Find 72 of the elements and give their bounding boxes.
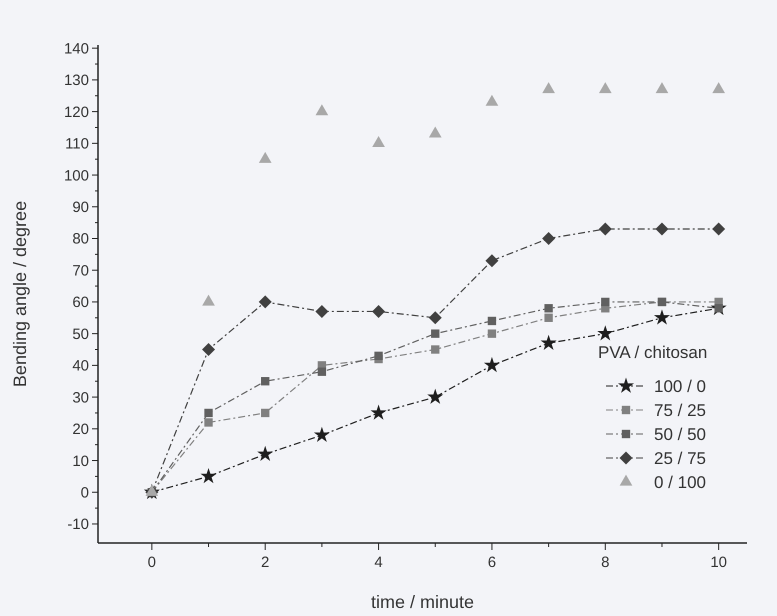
legend-label: 0 / 100 xyxy=(654,472,706,492)
point xyxy=(257,446,274,462)
point xyxy=(598,222,612,236)
point xyxy=(540,334,557,350)
point xyxy=(200,468,217,484)
point xyxy=(261,377,270,386)
point xyxy=(544,304,553,312)
y-axis-title: Bending angle / degree xyxy=(10,200,30,388)
y-tick-label: 140 xyxy=(64,40,89,58)
point xyxy=(372,304,386,318)
x-tick-label: 6 xyxy=(488,554,496,571)
point xyxy=(372,136,385,147)
point xyxy=(428,311,442,324)
x-tick-label: 2 xyxy=(261,554,270,571)
y-tick-label: 30 xyxy=(72,389,89,406)
legend-label: 50 / 50 xyxy=(654,424,706,444)
x-tick-label: 0 xyxy=(148,554,156,571)
point xyxy=(315,304,328,318)
y-tick-label: 50 xyxy=(72,326,89,343)
point xyxy=(544,314,553,322)
x-axis-title: time / minute xyxy=(370,592,474,612)
y-tick-label: 130 xyxy=(64,72,89,90)
point xyxy=(428,126,442,138)
point xyxy=(427,388,444,404)
y-tick-label: 100 xyxy=(64,167,89,184)
point xyxy=(314,426,330,442)
y-tick-label: 80 xyxy=(72,230,89,248)
point xyxy=(316,104,328,116)
point xyxy=(258,295,272,308)
y-tick-label: 40 xyxy=(72,358,89,375)
x-tick-label: 10 xyxy=(710,554,728,571)
y-tick-label: 110 xyxy=(65,136,89,153)
point xyxy=(318,368,326,376)
point xyxy=(488,329,496,338)
point xyxy=(656,82,668,94)
point xyxy=(485,254,498,268)
y-tick-label: 60 xyxy=(72,294,89,312)
point xyxy=(597,325,614,340)
point xyxy=(486,94,498,106)
legend-title: PVA / chitosan xyxy=(598,343,708,362)
point xyxy=(598,82,612,94)
x-tick-label: 4 xyxy=(374,554,383,571)
y-tick-label: 70 xyxy=(72,262,89,280)
legend-label: 25 / 75 xyxy=(654,448,706,468)
point xyxy=(654,309,670,325)
y-tick-label: 10 xyxy=(72,452,89,470)
y-tick-label: 20 xyxy=(72,421,89,438)
y-tick-label: 0 xyxy=(80,484,89,502)
point xyxy=(202,343,216,356)
point xyxy=(374,352,383,360)
point xyxy=(655,222,668,236)
point xyxy=(370,404,387,420)
point xyxy=(542,232,556,245)
x-tick-label: 8 xyxy=(601,554,610,571)
point xyxy=(431,329,440,338)
point xyxy=(712,82,726,94)
y-tick-label: 90 xyxy=(72,199,89,216)
point xyxy=(431,345,440,354)
point xyxy=(258,152,272,163)
legend-label: 75 / 25 xyxy=(654,400,706,420)
point xyxy=(484,356,500,372)
point xyxy=(601,298,610,306)
point xyxy=(204,408,213,418)
point xyxy=(202,294,215,306)
point xyxy=(488,316,496,326)
y-tick-label: -10 xyxy=(67,516,89,534)
point xyxy=(204,418,213,427)
point xyxy=(712,222,726,236)
legend-label: 100 / 0 xyxy=(654,376,706,396)
y-tick-label: 120 xyxy=(64,104,89,121)
point xyxy=(261,408,270,418)
point xyxy=(542,82,555,94)
